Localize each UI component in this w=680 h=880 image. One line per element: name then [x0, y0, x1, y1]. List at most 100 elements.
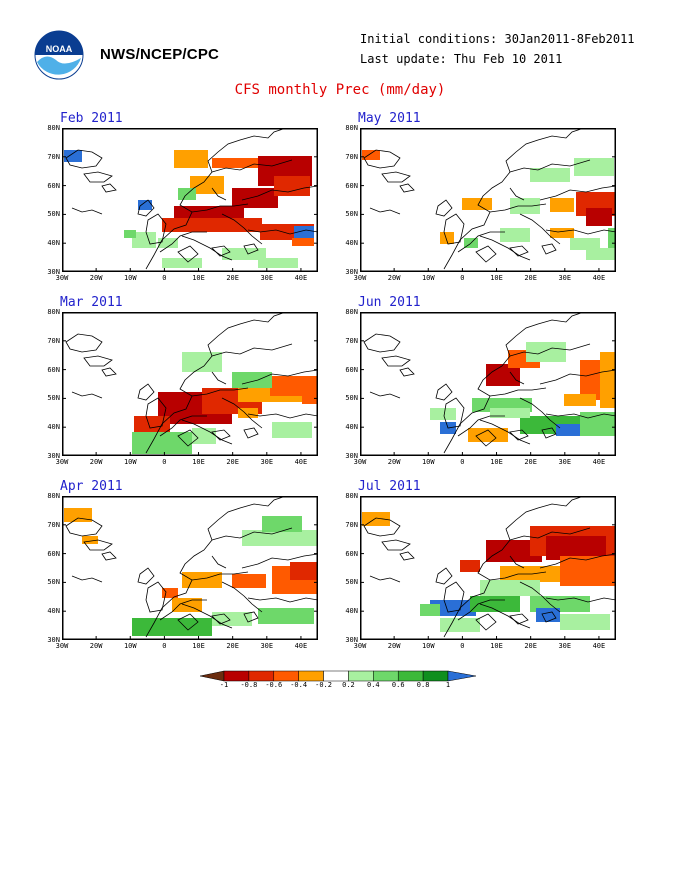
anomaly-cell	[132, 432, 192, 454]
anomaly-cell	[124, 230, 136, 238]
anomaly-cell	[500, 228, 530, 242]
anomaly-cell	[242, 530, 318, 546]
lon-label: 20W	[387, 274, 401, 282]
lon-label: 30E	[260, 642, 274, 650]
lat-label: 50N	[345, 210, 358, 219]
lon-label: 40E	[294, 458, 308, 466]
anomaly-cell	[586, 208, 612, 226]
coastline-group	[71, 496, 318, 638]
anomaly-cell	[82, 536, 98, 544]
anomaly-cell	[262, 516, 302, 532]
anomaly-cell	[212, 158, 272, 168]
anomaly-cell	[574, 158, 614, 176]
map-frame	[360, 496, 616, 640]
anomaly-cell	[486, 364, 520, 386]
lat-label: 70N	[345, 520, 358, 529]
colorbar-label: 1	[445, 681, 451, 689]
anomaly-cell	[462, 198, 492, 210]
anomaly-cell	[530, 168, 570, 182]
lon-label: 10E	[490, 274, 503, 282]
anomaly-cell	[258, 608, 314, 624]
lat-label: 80N	[47, 492, 60, 500]
lat-label: 70N	[47, 336, 60, 345]
map-panel-jul	[360, 496, 616, 640]
lon-label: 10E	[490, 458, 503, 466]
colorbar-arrow-left	[200, 670, 225, 682]
lon-label: 20E	[524, 642, 537, 650]
anomaly-cell	[556, 424, 586, 436]
colorbar-label: -0.2	[315, 681, 332, 689]
colorbar-label: 0.2	[342, 681, 355, 689]
anomaly-cell	[290, 562, 318, 580]
colorbar-swatch	[397, 670, 424, 682]
lon-label: 20E	[524, 274, 537, 282]
anomaly-cell	[560, 556, 616, 586]
anomaly-cell	[570, 238, 600, 250]
lat-label: 40N	[47, 607, 60, 616]
colorbar-label: 0.8	[416, 681, 430, 689]
anomaly-cell	[550, 198, 574, 212]
coastline-group	[369, 128, 616, 270]
anomaly-cell	[272, 422, 312, 438]
lon-label: 0	[460, 642, 465, 650]
lon-label: 10W	[421, 458, 435, 466]
lon-label: 30W	[55, 274, 69, 282]
lon-label: 40E	[592, 642, 606, 650]
anomaly-cell	[162, 258, 202, 268]
panel-label-feb: Feb 2011	[60, 111, 123, 126]
lat-label: 40N	[345, 239, 358, 248]
lat-label: 30N	[47, 268, 60, 276]
panel-label-jul: Jul 2011	[358, 479, 421, 494]
lon-label: 20E	[226, 458, 239, 466]
lon-label: 10W	[123, 642, 137, 650]
anomaly-cell	[232, 188, 278, 208]
panel-label-mar: Mar 2011	[60, 295, 123, 310]
anomaly-cell	[190, 176, 224, 194]
lat-label: 60N	[345, 181, 358, 190]
anomaly-cell	[294, 226, 314, 240]
noaa-logo-text: NOAA	[46, 44, 73, 54]
anomaly-cell	[430, 408, 456, 420]
anomaly-cell	[362, 150, 380, 160]
map-panel-may	[360, 128, 616, 272]
coastline-group	[369, 312, 616, 454]
lat-label: 40N	[47, 239, 60, 248]
colorbar	[200, 670, 477, 682]
anomaly-cell	[550, 228, 574, 238]
lon-label: 30E	[260, 458, 274, 466]
lon-label: 40E	[294, 274, 308, 282]
anomaly-cell	[182, 572, 222, 588]
anomaly-cell	[580, 412, 616, 436]
lon-label: 0	[460, 458, 465, 466]
lon-label: 40E	[592, 274, 606, 282]
colorbar-swatch	[248, 670, 275, 682]
colorbar-label: -0.8	[240, 681, 258, 689]
lat-label: 80N	[47, 124, 60, 132]
lat-label: 60N	[47, 181, 60, 190]
anomaly-cell	[440, 618, 480, 632]
lat-label: 80N	[345, 308, 358, 316]
plot-title: CFS monthly Prec (mm/day)	[234, 82, 446, 98]
lat-label: 60N	[47, 549, 60, 558]
noaa-logo: NOAA	[34, 30, 84, 80]
colorbar-swatch	[373, 670, 399, 682]
anomaly-cell	[162, 218, 262, 232]
map-frame	[360, 128, 616, 272]
lat-label: 40N	[47, 423, 60, 432]
colorbar-swatch	[348, 670, 374, 682]
lon-label: 20W	[89, 642, 103, 650]
map-frame	[62, 128, 318, 272]
anomaly-cell	[470, 596, 520, 612]
lon-label: 0	[162, 274, 167, 282]
anomaly-cell	[64, 508, 92, 522]
lat-label: 80N	[345, 124, 358, 132]
lon-label: 10W	[123, 458, 137, 466]
anomaly-cell	[490, 408, 530, 418]
lat-label: 70N	[345, 152, 358, 161]
lon-label: 30W	[55, 458, 69, 466]
anomaly-cell	[270, 376, 318, 396]
colorbar-swatch	[323, 670, 349, 682]
anomaly-cell	[536, 608, 560, 622]
anomaly-cell	[486, 540, 542, 562]
lon-label: 20E	[524, 458, 537, 466]
